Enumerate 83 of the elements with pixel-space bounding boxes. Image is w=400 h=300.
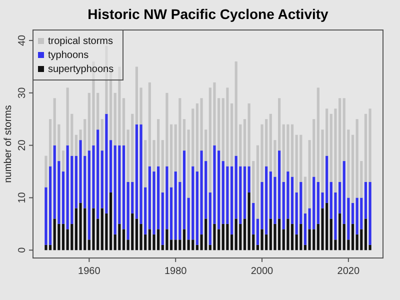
y-tick-label: 0 — [17, 246, 28, 253]
bar — [213, 224, 216, 250]
bar — [182, 229, 186, 250]
bar — [260, 229, 264, 250]
bar — [278, 218, 281, 250]
bar — [182, 150, 186, 230]
bar — [135, 66, 138, 124]
bar — [356, 119, 358, 198]
bar — [300, 224, 302, 250]
bar — [187, 240, 190, 250]
y-axis-title: number of storms — [3, 105, 14, 183]
bar — [178, 240, 182, 250]
bar — [230, 234, 234, 250]
legend-label: tropical storms — [48, 36, 114, 47]
bar — [230, 103, 234, 166]
bar — [122, 98, 126, 146]
bar — [226, 224, 229, 250]
bar — [105, 114, 108, 214]
bar — [295, 134, 298, 192]
bar — [100, 119, 104, 151]
bar — [368, 108, 372, 182]
bar — [62, 172, 65, 224]
bar — [118, 224, 121, 250]
bar — [338, 213, 342, 250]
bar — [79, 202, 82, 250]
bar — [342, 224, 346, 250]
bar — [131, 213, 134, 250]
bar — [114, 145, 116, 234]
bar — [122, 145, 126, 230]
y-tick-label: 40 — [17, 34, 28, 46]
bar — [126, 182, 130, 240]
bar — [174, 240, 177, 250]
bar — [351, 202, 354, 224]
y-tick-label: 30 — [17, 86, 28, 98]
bar — [53, 218, 56, 250]
bar — [166, 229, 168, 250]
x-tick-label: 1980 — [164, 266, 188, 277]
bar — [131, 114, 134, 182]
bar — [118, 66, 121, 146]
bar — [286, 218, 290, 250]
bar — [66, 145, 69, 230]
bar — [109, 192, 112, 250]
bar — [62, 224, 65, 250]
bar — [48, 166, 52, 245]
x-tick-label: 2000 — [250, 266, 274, 277]
bar — [182, 119, 186, 151]
bar — [364, 218, 368, 250]
bar — [44, 244, 48, 250]
bar — [178, 98, 182, 182]
bar — [360, 229, 363, 250]
bar — [243, 166, 246, 219]
bar — [62, 150, 65, 172]
bar — [222, 161, 224, 224]
y-tick-label: 10 — [17, 192, 28, 204]
bar — [144, 140, 147, 188]
y-tick-label: 20 — [17, 139, 28, 151]
bar — [174, 172, 177, 240]
legend-label: supertyphoons — [48, 64, 114, 75]
bar — [222, 224, 224, 250]
bar — [70, 224, 74, 250]
bar — [290, 176, 294, 224]
bar — [308, 229, 311, 250]
bar — [282, 124, 285, 182]
bar — [351, 134, 354, 203]
bar — [356, 198, 358, 234]
x-tick-label: 2020 — [337, 266, 360, 277]
bar — [290, 224, 294, 250]
bar — [122, 229, 126, 250]
bar — [92, 208, 95, 250]
bar — [252, 202, 255, 234]
legend-label: typhoons — [48, 50, 89, 61]
bar — [230, 166, 234, 234]
bar — [351, 224, 354, 250]
bar — [135, 218, 138, 250]
bar — [248, 192, 250, 250]
bar — [48, 244, 52, 250]
bar — [290, 124, 294, 177]
x-tick-label: 1960 — [78, 266, 101, 277]
chart-title: Historic NW Pacific Cyclone Activity — [88, 6, 329, 22]
bar — [234, 218, 238, 250]
bar — [192, 240, 194, 250]
bar — [368, 182, 372, 245]
bar — [192, 166, 194, 240]
